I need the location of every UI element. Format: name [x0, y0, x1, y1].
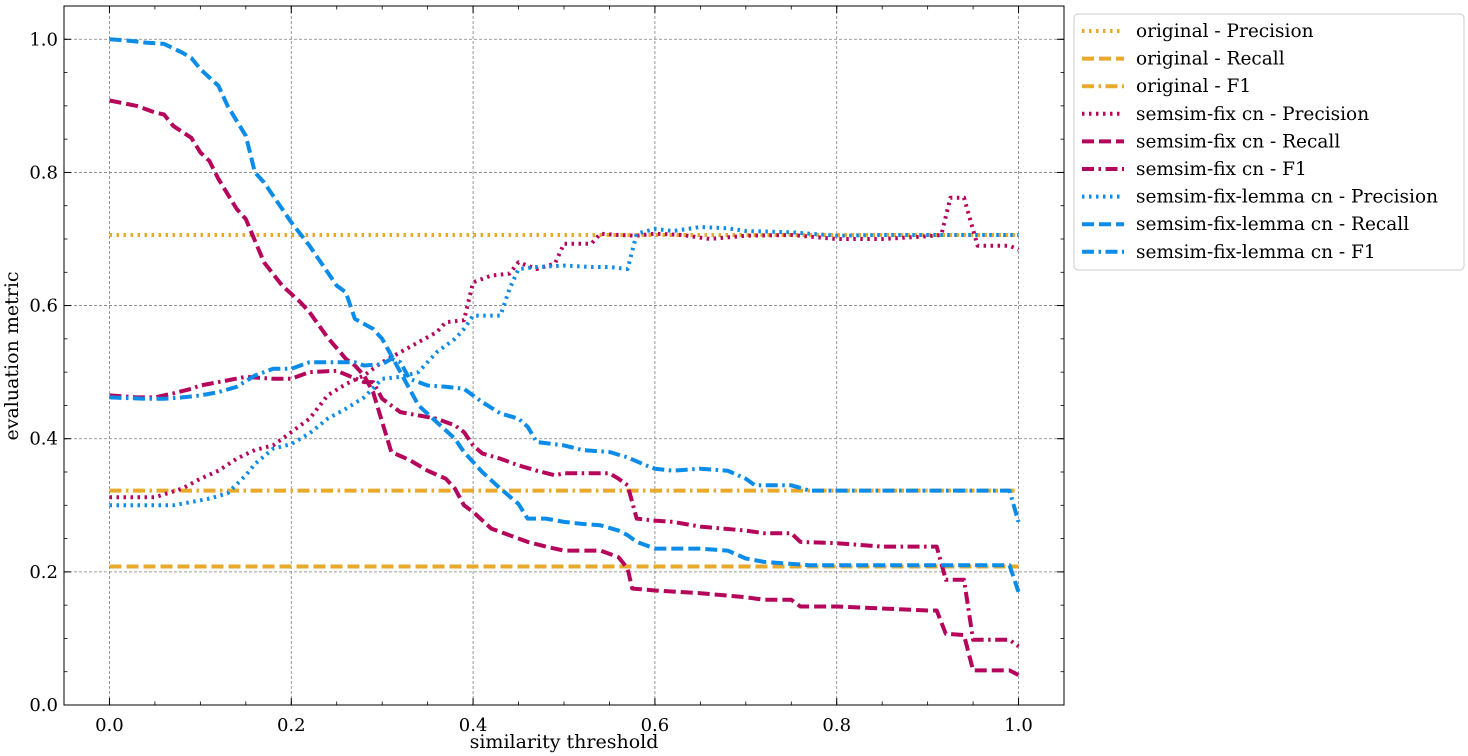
x-axis-label: similarity threshold [470, 731, 659, 753]
legend-label-2: original - F1 [1136, 76, 1251, 97]
plot-frame [63, 5, 1065, 706]
y-tick-label: 0.4 [29, 429, 58, 450]
legend-frame [1073, 13, 1465, 271]
series-line-8 [109, 356, 1021, 523]
y-tick-label: 1.0 [29, 29, 58, 50]
series-line-3 [109, 195, 1020, 500]
legend-label-4: semsim-fix cn - Recall [1136, 131, 1340, 152]
series-line-6 [109, 225, 1019, 508]
x-tick-label: 0.6 [641, 715, 670, 736]
series-line-5 [109, 368, 1020, 649]
legend-label-0: original - Precision [1136, 21, 1314, 42]
y-axis-label: evaluation metric [1, 271, 23, 440]
series-line-7 [109, 37, 1021, 593]
series-line-4 [109, 98, 1020, 677]
grid-lines [64, 6, 1064, 706]
x-tick-label: 1.0 [1004, 715, 1033, 736]
y-tick-label: 0.0 [29, 695, 58, 716]
y-tick-label: 0.6 [29, 296, 58, 317]
series-lines [109, 37, 1021, 677]
x-tick-label: 0.4 [459, 715, 488, 736]
x-tick-label: 0.8 [822, 715, 851, 736]
axis-ticks: 0.0 0.2 0.4 0.6 0.8 1.0 0.0 0.2 0.4 0.6 0.8 1.0 [29, 6, 1064, 736]
legend: original - Precision original - Recall ori… [1073, 13, 1465, 271]
y-tick-label: 0.2 [29, 562, 58, 583]
legend-label-7: semsim-fix-lemma cn - Recall [1136, 214, 1409, 235]
legend-label-3: semsim-fix cn - Precision [1136, 104, 1369, 125]
x-tick-label: 0.2 [277, 715, 306, 736]
legend-label-6: semsim-fix-lemma cn - Precision [1136, 187, 1438, 208]
legend-label-8: semsim-fix-lemma cn - F1 [1136, 242, 1376, 263]
y-tick-label: 0.8 [29, 162, 58, 183]
x-tick-label: 0.0 [95, 715, 124, 736]
legend-label-5: semsim-fix cn - F1 [1136, 159, 1307, 180]
legend-label-1: original - Recall [1136, 49, 1285, 70]
